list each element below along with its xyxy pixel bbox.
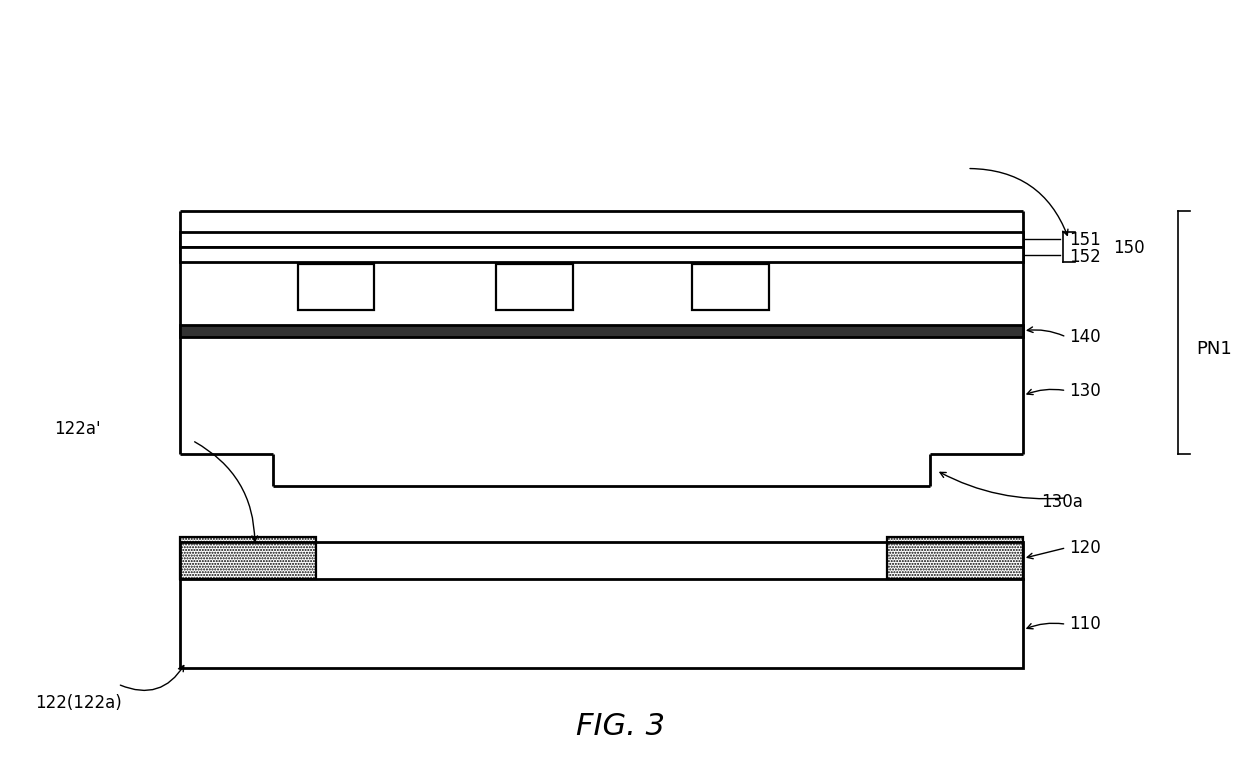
Bar (180, 232, 1023, 247)
Bar (180, 325, 1023, 337)
Text: 151: 151 (1069, 231, 1101, 249)
Text: 150: 150 (1114, 239, 1146, 257)
Bar (887, 538, 1023, 579)
Text: 130: 130 (1069, 381, 1101, 400)
Bar (180, 538, 316, 579)
Bar (180, 247, 1023, 262)
Text: FIG. 3: FIG. 3 (575, 712, 665, 741)
Text: 130a: 130a (1042, 493, 1084, 511)
Text: PN1: PN1 (1197, 339, 1233, 358)
Bar (496, 264, 573, 310)
Text: 122a': 122a' (55, 420, 102, 438)
Bar (692, 264, 769, 310)
Text: 122(122a): 122(122a) (35, 694, 122, 712)
Text: 152: 152 (1069, 247, 1101, 266)
Bar (298, 264, 374, 310)
Text: 110: 110 (1069, 615, 1101, 633)
Text: 140: 140 (1069, 328, 1101, 346)
Text: 120: 120 (1069, 538, 1101, 557)
Bar (180, 542, 1023, 668)
